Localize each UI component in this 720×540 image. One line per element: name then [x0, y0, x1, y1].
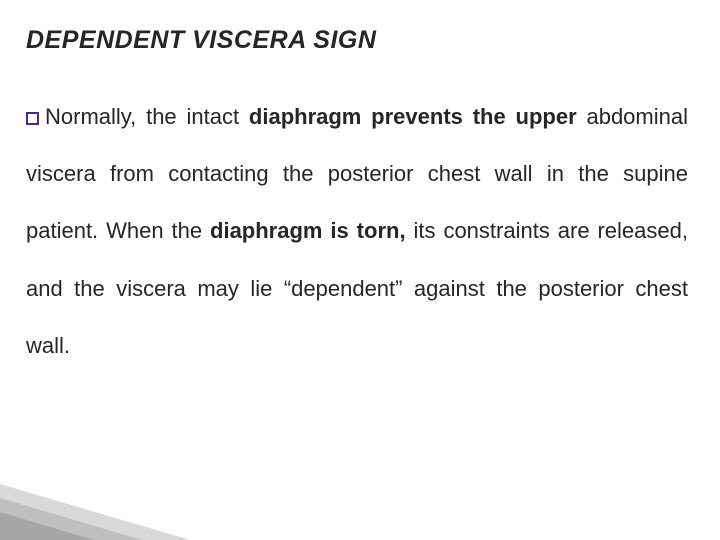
corner-tri-2 — [0, 498, 142, 540]
corner-decoration-icon — [0, 484, 190, 540]
corner-tri-1 — [0, 484, 190, 540]
text-bold-2: diaphragm is torn, — [210, 218, 406, 243]
square-bullet-icon — [26, 112, 39, 125]
body-text: Normally, the intact diaphragm prevents … — [26, 88, 688, 374]
text-bold-1: diaphragm prevents the upper — [249, 104, 577, 129]
slide-title: DEPENDENT VISCERA SIGN — [26, 26, 376, 55]
slide: DEPENDENT VISCERA SIGN Normally, the int… — [0, 0, 720, 540]
text-seg-1: Normally, the intact — [45, 104, 249, 129]
corner-tri-3 — [0, 512, 94, 540]
